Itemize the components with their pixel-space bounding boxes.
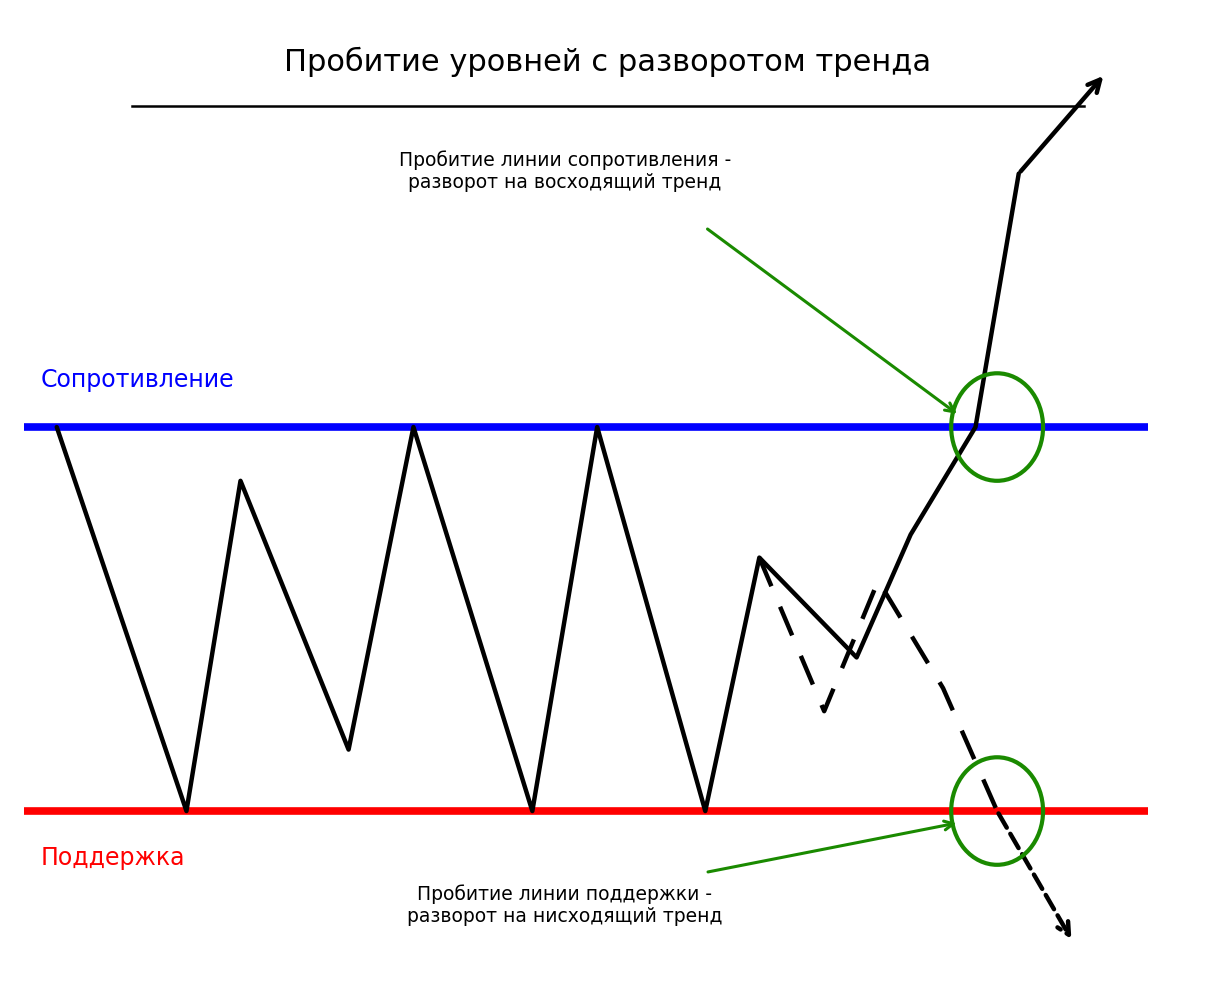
Text: Пробитие линии сопротивления -
разворот на восходящий тренд: Пробитие линии сопротивления - разворот …: [399, 151, 731, 192]
Text: Поддержка: Поддержка: [40, 846, 185, 870]
Text: Пробитие линии поддержки -
разворот на нисходящий тренд: Пробитие линии поддержки - разворот на н…: [407, 885, 722, 926]
Text: Пробитие уровней с разворотом тренда: Пробитие уровней с разворотом тренда: [285, 47, 931, 77]
Text: Сопротивление: Сопротивление: [40, 368, 235, 392]
